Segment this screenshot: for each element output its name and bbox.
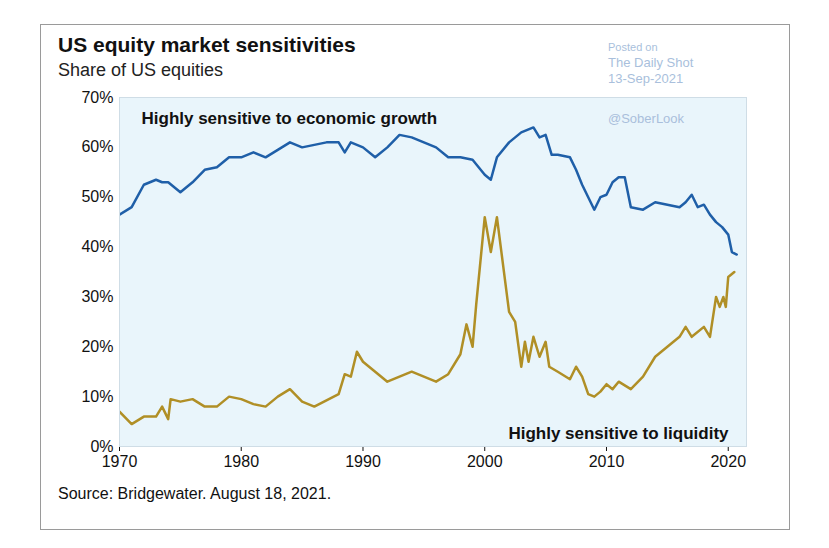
html-text:Source: Bridgewater. August 18: Source: Bridgewater. August 18, 2021. [58,485,332,502]
svg-text:20%: 20% [81,338,113,355]
svg-text:70%: 70% [81,89,113,106]
svg-text:30%: 30% [81,288,113,305]
svg-text:1990: 1990 [345,453,381,470]
svg-text:2020: 2020 [710,453,746,470]
html-text:Share of US equities: Share of US equities [58,60,224,80]
svg-text:50%: 50% [81,188,113,205]
svg-text:0%: 0% [90,437,114,455]
html-text:US equity market sensitivities: US equity market sensitivities [58,33,356,56]
svg-text:2000: 2000 [467,453,503,470]
svg-text:10%: 10% [81,388,113,405]
html-text:The Daily Shot: The Daily Shot [608,54,694,70]
svg-text:60%: 60% [81,138,113,155]
html-text:@SoberLook: @SoberLook [608,111,685,127]
svg-text:2010: 2010 [589,453,625,470]
svg-text:Highly sensitive to liquidity: Highly sensitive to liquidity [508,424,729,443]
html-text:Posted on: Posted on [608,41,658,53]
html-text:13-Sep-2021: 13-Sep-2021 [608,71,684,86]
svg-text:40%: 40% [81,238,113,255]
svg-text:1970: 1970 [102,453,138,470]
svg-text:Highly sensitive to economic g: Highly sensitive to economic growth [142,109,438,128]
svg-text:1980: 1980 [223,453,259,470]
